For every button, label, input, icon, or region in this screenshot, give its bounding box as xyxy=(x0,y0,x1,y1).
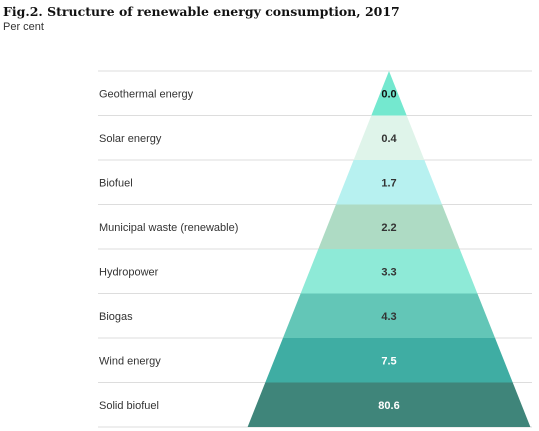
category-label: Solid biofuel xyxy=(99,400,159,412)
category-label: Biogas xyxy=(99,311,133,323)
chart-title: Fig.2. Structure of renewable energy con… xyxy=(3,4,400,19)
category-label: Biofuel xyxy=(99,177,133,189)
value-label: 2.2 xyxy=(381,222,396,234)
chart-subtitle: Per cent xyxy=(3,21,44,33)
value-label: 7.5 xyxy=(381,355,396,367)
pyramid-band xyxy=(335,160,443,205)
pyramid-band xyxy=(318,204,460,249)
pyramid-band xyxy=(300,249,478,294)
pyramid-band xyxy=(353,115,425,160)
value-label: 4.3 xyxy=(381,311,396,323)
pyramid-band xyxy=(247,382,531,427)
category-label: Geothermal energy xyxy=(99,88,194,100)
value-label: 0.0 xyxy=(381,88,396,100)
value-label: 0.4 xyxy=(381,133,397,145)
value-label: 80.6 xyxy=(378,400,399,412)
pyramid-band xyxy=(265,338,513,383)
pyramid-band xyxy=(282,293,496,338)
category-label: Wind energy xyxy=(99,355,161,367)
pyramid-band xyxy=(371,71,407,116)
category-label: Hydropower xyxy=(99,266,159,278)
category-label: Municipal waste (renewable) xyxy=(99,222,238,234)
value-label: 1.7 xyxy=(381,177,396,189)
value-label: 3.3 xyxy=(381,266,396,278)
category-label: Solar energy xyxy=(99,133,162,145)
